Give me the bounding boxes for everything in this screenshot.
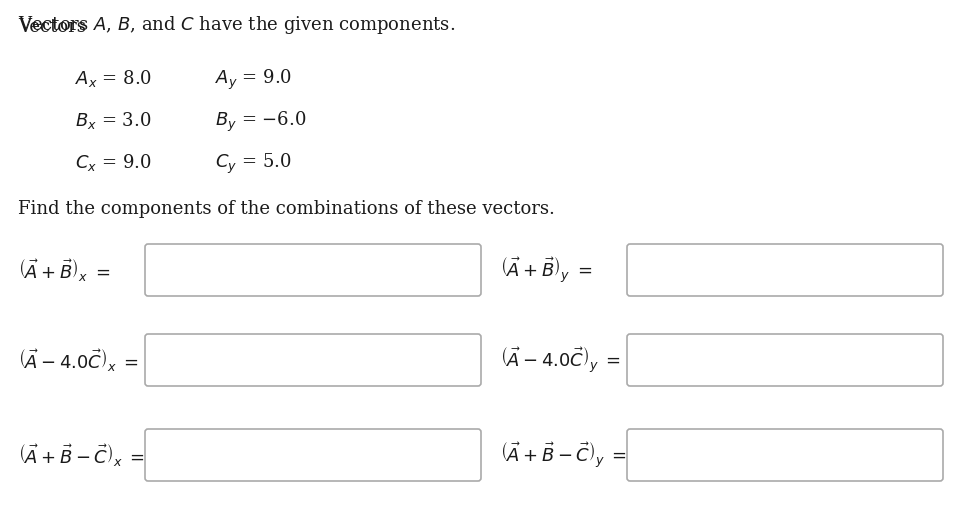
FancyBboxPatch shape xyxy=(627,429,943,481)
Text: $\left(\vec{A}+\vec{B}-\vec{C}\right)_y\; =$: $\left(\vec{A}+\vec{B}-\vec{C}\right)_y\… xyxy=(500,440,627,470)
FancyBboxPatch shape xyxy=(145,244,481,296)
Text: Vectors: Vectors xyxy=(18,18,92,36)
Text: $\left(\vec{A}+\vec{B}\right)_x\; =$: $\left(\vec{A}+\vec{B}\right)_x\; =$ xyxy=(18,257,110,283)
Text: Find the components of the combinations of these vectors.: Find the components of the combinations … xyxy=(18,200,554,218)
Text: $A_x$ = 8.0: $A_x$ = 8.0 xyxy=(75,68,152,89)
Text: $\left(\vec{A}+\vec{B}-\vec{C}\right)_x\; =$: $\left(\vec{A}+\vec{B}-\vec{C}\right)_x\… xyxy=(18,442,145,468)
FancyBboxPatch shape xyxy=(627,334,943,386)
Text: $C_y$ = 5.0: $C_y$ = 5.0 xyxy=(215,152,292,176)
Text: $A_y$ = 9.0: $A_y$ = 9.0 xyxy=(215,68,293,92)
FancyBboxPatch shape xyxy=(627,244,943,296)
Text: $\left(\vec{A}-4.0\vec{C}\right)_y\; =$: $\left(\vec{A}-4.0\vec{C}\right)_y\; =$ xyxy=(500,345,621,375)
Text: $\left(\vec{A}-4.0\vec{C}\right)_x\; =$: $\left(\vec{A}-4.0\vec{C}\right)_x\; =$ xyxy=(18,347,139,373)
Text: $B_x$ = 3.0: $B_x$ = 3.0 xyxy=(75,110,151,131)
FancyBboxPatch shape xyxy=(145,429,481,481)
Text: $B_y$ = −6.0: $B_y$ = −6.0 xyxy=(215,110,306,134)
Text: $\left(\vec{A}+\vec{B}\right)_y\; =$: $\left(\vec{A}+\vec{B}\right)_y\; =$ xyxy=(500,255,592,285)
FancyBboxPatch shape xyxy=(145,334,481,386)
Text: $C_x$ = 9.0: $C_x$ = 9.0 xyxy=(75,152,151,173)
Text: Vectors $\mathbf{\mathit{A}}$, $\mathbf{\mathit{B}}$, and $\mathbf{\mathit{C}}$ : Vectors $\mathbf{\mathit{A}}$, $\mathbf{… xyxy=(18,14,455,36)
